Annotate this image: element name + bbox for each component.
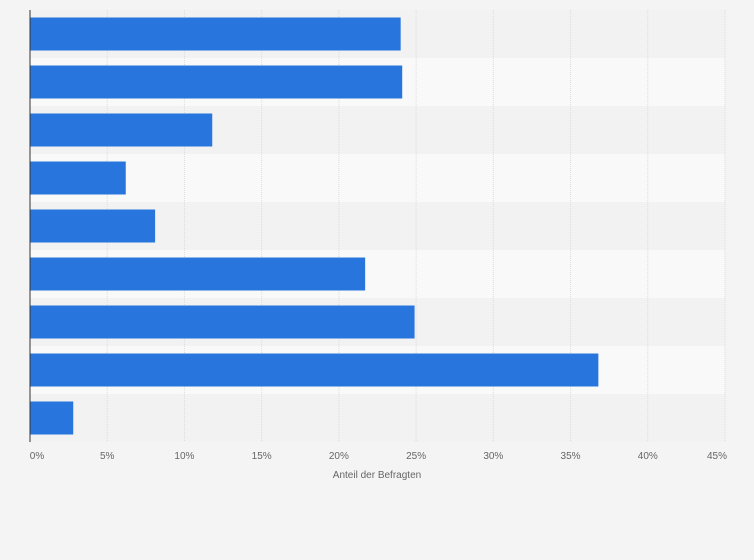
x-tick-label: 35% <box>561 451 581 462</box>
x-tick-label: 20% <box>329 451 349 462</box>
x-tick-labels: 0% 5% 10% 15% 20% 25% 30% 35% 40% 45% <box>30 451 727 462</box>
x-tick-label: 15% <box>252 451 272 462</box>
bar[interactable] <box>30 305 415 339</box>
x-tick-label: 0% <box>30 451 45 462</box>
x-tick-label: 25% <box>406 451 426 462</box>
bar[interactable] <box>30 257 366 291</box>
x-tick-label: 30% <box>483 451 503 462</box>
bar[interactable] <box>30 17 401 51</box>
bar[interactable] <box>30 401 74 435</box>
x-tick-label: 40% <box>638 451 658 462</box>
bar[interactable] <box>30 353 599 387</box>
row-band <box>30 154 725 202</box>
x-tick-label: 10% <box>174 451 194 462</box>
x-tick-label: 45% <box>707 451 727 462</box>
bars <box>30 17 599 435</box>
row-band <box>30 394 725 442</box>
x-axis-label: Anteil der Befragten <box>333 470 421 481</box>
bar[interactable] <box>30 209 156 243</box>
bar[interactable] <box>30 65 403 99</box>
bar[interactable] <box>30 113 213 147</box>
x-tick-label: 5% <box>100 451 115 462</box>
bar[interactable] <box>30 161 126 195</box>
